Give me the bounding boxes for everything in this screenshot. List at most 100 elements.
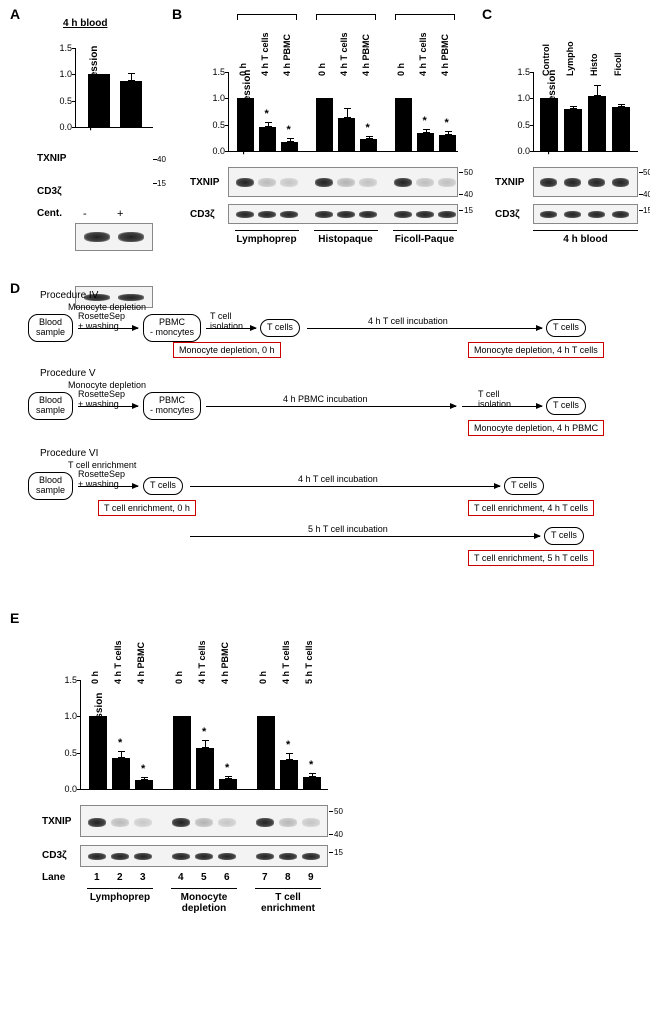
- d6-al-1: 4 h T cell incubation: [298, 474, 378, 484]
- b-header-8: 4 h PBMC: [440, 34, 450, 76]
- d5-al-1: 4 h PBMC incubation: [283, 394, 368, 404]
- b-star-2: *: [287, 124, 291, 136]
- chart-a: TXNIP expression 1.5 1.0 0.5 0.0: [75, 48, 153, 128]
- e-bar-4: [196, 748, 214, 789]
- proc-iv-title: Procedure IV: [40, 290, 98, 301]
- e-bar-5: [219, 779, 237, 789]
- d4-box-pbmc: PBMC- moncytes: [143, 314, 201, 342]
- b-bar-5: [360, 139, 377, 151]
- c-bar-3: [612, 107, 630, 151]
- d6-box-tcells1: T cells: [143, 477, 183, 495]
- blot-e-txnip: [80, 805, 328, 837]
- d6-al-0: RosetteSep+ washing: [78, 469, 125, 489]
- b-bar-0: [237, 98, 254, 151]
- b-header-2: 4 h PBMC: [282, 34, 292, 76]
- b-group-0: Lymphoprep: [235, 234, 299, 245]
- rowlabel-lane: Lane: [42, 872, 65, 883]
- panel-label-a: A: [10, 6, 20, 22]
- e-header-2: 4 h PBMC: [136, 642, 146, 684]
- d6-box-tcells3: T cells: [544, 527, 584, 545]
- e-bar-1: [112, 758, 130, 789]
- b-star-5: *: [366, 122, 370, 134]
- b-bar-3: [316, 98, 333, 151]
- mw-b-40: 40: [464, 190, 473, 199]
- chart-c: TXNIP expression 1.5 1.0 0.5 0.0: [533, 72, 638, 152]
- panel-label-d: D: [10, 280, 20, 296]
- mw-b-15: 15: [464, 206, 473, 215]
- d4-al-2: 4 h T cell incubation: [368, 316, 448, 326]
- e-bar-6: [257, 716, 275, 789]
- e-bar-0: [89, 716, 107, 789]
- d5-red-0: Monocyte depletion, 4 h PBMC: [468, 420, 604, 436]
- proc-v-title: Procedure V: [40, 368, 96, 379]
- b-star-7: *: [423, 115, 427, 127]
- blot-b-txnip: [228, 167, 458, 197]
- rowlabel-cd3z-a: CD3ζ: [37, 186, 62, 197]
- rowlabel-txnip-a: TXNIP: [37, 153, 66, 164]
- panel-label-b: B: [172, 6, 182, 22]
- mw-c-15: 15: [643, 206, 650, 215]
- e-star-7: *: [286, 739, 290, 751]
- b-header-7: 4 h T cells: [418, 32, 428, 76]
- panel-label-e: E: [10, 610, 19, 626]
- e-group-2: T cellenrichment: [253, 892, 323, 914]
- d4-red-1: Monocyte depletion, 4 h T cells: [468, 342, 604, 358]
- e-star-2: *: [141, 763, 145, 775]
- d4-red-0: Monocyte depletion, 0 h: [173, 342, 281, 358]
- e-lane-1: 2: [117, 872, 123, 883]
- e-lane-8: 9: [308, 872, 314, 883]
- rowlabel-txnip-e: TXNIP: [42, 816, 71, 827]
- c-bar-0: [540, 98, 558, 151]
- c-header-1: Lympho: [565, 41, 575, 76]
- d4-al-1: T cellisolation: [210, 311, 243, 331]
- panel-a: 4 h blood TXNIP expression 1.5 1.0 0.5 0…: [45, 48, 160, 178]
- c-header-0: Control: [541, 44, 551, 76]
- blot-e-cd3z: [80, 845, 328, 867]
- e-lane-0: 1: [94, 872, 100, 883]
- e-group-0: Lymphoprep: [85, 892, 155, 903]
- blot-c-cd3z: [533, 204, 638, 224]
- mw-c-50: 50: [643, 168, 650, 177]
- bar-a-0: [88, 74, 110, 127]
- e-header-6: 0 h: [258, 671, 268, 684]
- mw-e-50: 50: [334, 807, 343, 816]
- rowlabel-cent: Cent.: [37, 208, 62, 219]
- mw-e-15: 15: [334, 848, 343, 857]
- rowlabel-txnip-c: TXNIP: [495, 177, 524, 188]
- blot-c-txnip: [533, 167, 638, 197]
- blot-b-cd3z: [228, 204, 458, 224]
- e-header-3: 0 h: [174, 671, 184, 684]
- rowlabel-cd3z-c: CD3ζ: [495, 209, 520, 220]
- e-lane-7: 8: [285, 872, 291, 883]
- d6-box-blood: Bloodsample: [28, 472, 73, 500]
- panel-a-title: 4 h blood: [63, 18, 107, 29]
- e-lane-3: 4: [178, 872, 184, 883]
- c-header-2: Histo: [589, 54, 599, 77]
- e-header-7: 4 h T cells: [281, 640, 291, 684]
- b-bar-7: [417, 133, 434, 151]
- e-lane-6: 7: [262, 872, 268, 883]
- b-bar-2: [281, 142, 298, 151]
- b-header-4: 4 h T cells: [339, 32, 349, 76]
- panel-e: TXNIP expression 1.5 1.0 0.5 0.0 ****** …: [52, 680, 362, 790]
- b-bar-4: [338, 118, 355, 151]
- b-bar-1: [259, 127, 276, 151]
- e-header-0: 0 h: [90, 671, 100, 684]
- chart-b: TXNIP expression 1.5 1.0 0.5 0.0 *****: [228, 72, 458, 152]
- e-bar-8: [303, 777, 321, 789]
- d4-box-blood: Bloodsample: [28, 314, 73, 342]
- d4-al-0: RosetteSep+ washing: [78, 311, 125, 331]
- rowlabel-cd3z-b: CD3ζ: [190, 209, 215, 220]
- bar-a-1: [120, 81, 142, 127]
- b-header-5: 4 h PBMC: [361, 34, 371, 76]
- d6-al-2: 5 h T cell incubation: [308, 524, 388, 534]
- b-bar-6: [395, 98, 412, 151]
- e-star-5: *: [225, 762, 229, 774]
- e-lane-2: 3: [140, 872, 146, 883]
- e-header-8: 5 h T cells: [304, 640, 314, 684]
- panel-d: Procedure IV Monocyte depletion Bloodsam…: [28, 290, 628, 600]
- panel-b: TXNIP expression 1.5 1.0 0.5 0.0 ***** 0…: [200, 72, 470, 152]
- d5-box-blood: Bloodsample: [28, 392, 73, 420]
- proc-vi-title: Procedure VI: [40, 448, 98, 459]
- e-star-1: *: [118, 737, 122, 749]
